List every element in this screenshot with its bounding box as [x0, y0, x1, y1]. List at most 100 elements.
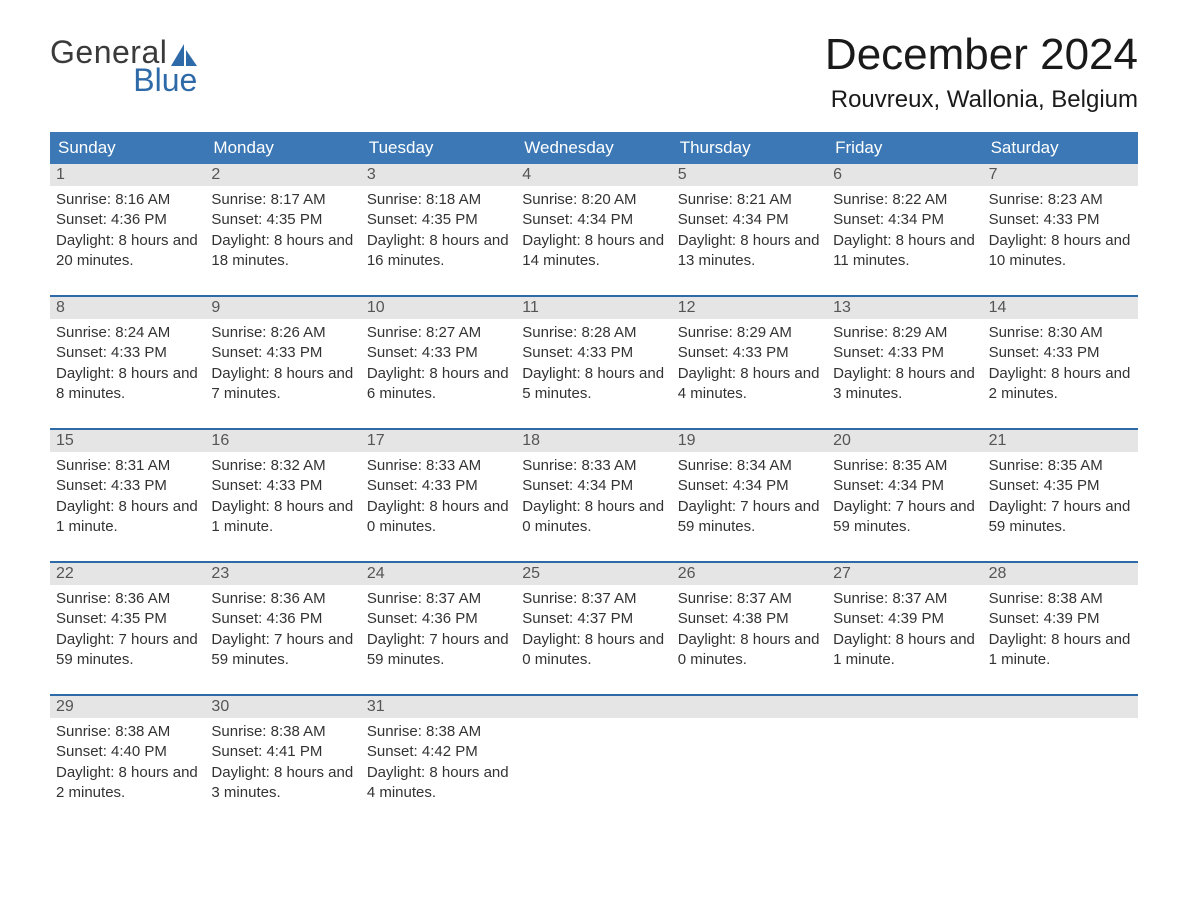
daylight-line: Daylight: 8 hours and 8 minutes.	[56, 364, 199, 405]
sunrise-line: Sunrise: 8:36 AM	[211, 589, 354, 609]
sunset-line: Sunset: 4:34 PM	[522, 476, 665, 496]
daylight-line: Daylight: 8 hours and 7 minutes.	[211, 364, 354, 405]
sunrise-line: Sunrise: 8:27 AM	[367, 323, 510, 343]
sunrise-line: Sunrise: 8:35 AM	[989, 456, 1132, 476]
day-cell-empty	[983, 718, 1138, 813]
sunrise-line: Sunrise: 8:36 AM	[56, 589, 199, 609]
day-number: 1	[50, 164, 205, 186]
daylight-line: Daylight: 8 hours and 18 minutes.	[211, 231, 354, 272]
day-number: 31	[361, 696, 516, 718]
daylight-line: Daylight: 8 hours and 16 minutes.	[367, 231, 510, 272]
weekday-label: Tuesday	[361, 132, 516, 164]
sunrise-line: Sunrise: 8:20 AM	[522, 190, 665, 210]
weekday-label: Sunday	[50, 132, 205, 164]
daylight-line: Daylight: 8 hours and 1 minute.	[989, 630, 1132, 671]
daylight-line: Daylight: 8 hours and 10 minutes.	[989, 231, 1132, 272]
day-cell: Sunrise: 8:17 AMSunset: 4:35 PMDaylight:…	[205, 186, 360, 281]
day-number-row: 22232425262728	[50, 561, 1138, 585]
weekday-header-row: SundayMondayTuesdayWednesdayThursdayFrid…	[50, 132, 1138, 164]
day-cell: Sunrise: 8:23 AMSunset: 4:33 PMDaylight:…	[983, 186, 1138, 281]
day-cell: Sunrise: 8:20 AMSunset: 4:34 PMDaylight:…	[516, 186, 671, 281]
sunset-line: Sunset: 4:36 PM	[367, 609, 510, 629]
daylight-line: Daylight: 8 hours and 4 minutes.	[678, 364, 821, 405]
sunset-line: Sunset: 4:42 PM	[367, 742, 510, 762]
sunrise-line: Sunrise: 8:37 AM	[678, 589, 821, 609]
day-number: 28	[983, 563, 1138, 585]
day-number-row: 293031	[50, 694, 1138, 718]
daylight-line: Daylight: 8 hours and 6 minutes.	[367, 364, 510, 405]
sunrise-line: Sunrise: 8:33 AM	[522, 456, 665, 476]
sunrise-line: Sunrise: 8:33 AM	[367, 456, 510, 476]
daylight-line: Daylight: 8 hours and 1 minute.	[211, 497, 354, 538]
sunrise-line: Sunrise: 8:31 AM	[56, 456, 199, 476]
daylight-line: Daylight: 8 hours and 14 minutes.	[522, 231, 665, 272]
day-number	[827, 696, 982, 718]
weekday-label: Friday	[827, 132, 982, 164]
sunrise-line: Sunrise: 8:18 AM	[367, 190, 510, 210]
daylight-line: Daylight: 8 hours and 20 minutes.	[56, 231, 199, 272]
sunrise-line: Sunrise: 8:30 AM	[989, 323, 1132, 343]
day-cell: Sunrise: 8:28 AMSunset: 4:33 PMDaylight:…	[516, 319, 671, 414]
sunrise-line: Sunrise: 8:38 AM	[989, 589, 1132, 609]
weekday-label: Saturday	[983, 132, 1138, 164]
sunrise-line: Sunrise: 8:26 AM	[211, 323, 354, 343]
daylight-line: Daylight: 8 hours and 5 minutes.	[522, 364, 665, 405]
weekday-label: Thursday	[672, 132, 827, 164]
day-number-row: 15161718192021	[50, 428, 1138, 452]
day-number: 20	[827, 430, 982, 452]
sunrise-line: Sunrise: 8:38 AM	[367, 722, 510, 742]
sunrise-line: Sunrise: 8:32 AM	[211, 456, 354, 476]
sunrise-line: Sunrise: 8:35 AM	[833, 456, 976, 476]
sunrise-line: Sunrise: 8:29 AM	[678, 323, 821, 343]
sunset-line: Sunset: 4:33 PM	[56, 476, 199, 496]
day-cell: Sunrise: 8:21 AMSunset: 4:34 PMDaylight:…	[672, 186, 827, 281]
day-number: 30	[205, 696, 360, 718]
sunset-line: Sunset: 4:33 PM	[367, 343, 510, 363]
day-number: 12	[672, 297, 827, 319]
sunset-line: Sunset: 4:38 PM	[678, 609, 821, 629]
day-cell: Sunrise: 8:37 AMSunset: 4:37 PMDaylight:…	[516, 585, 671, 680]
sunset-line: Sunset: 4:35 PM	[211, 210, 354, 230]
sunrise-line: Sunrise: 8:38 AM	[56, 722, 199, 742]
day-number: 2	[205, 164, 360, 186]
sunrise-line: Sunrise: 8:37 AM	[833, 589, 976, 609]
day-cell: Sunrise: 8:38 AMSunset: 4:40 PMDaylight:…	[50, 718, 205, 813]
week-row: Sunrise: 8:24 AMSunset: 4:33 PMDaylight:…	[50, 319, 1138, 414]
day-number: 26	[672, 563, 827, 585]
weekday-label: Monday	[205, 132, 360, 164]
sunset-line: Sunset: 4:35 PM	[989, 476, 1132, 496]
sunset-line: Sunset: 4:35 PM	[367, 210, 510, 230]
sunset-line: Sunset: 4:39 PM	[833, 609, 976, 629]
day-number: 19	[672, 430, 827, 452]
sunset-line: Sunset: 4:35 PM	[56, 609, 199, 629]
sunset-line: Sunset: 4:33 PM	[211, 476, 354, 496]
sunset-line: Sunset: 4:34 PM	[833, 210, 976, 230]
day-cell: Sunrise: 8:31 AMSunset: 4:33 PMDaylight:…	[50, 452, 205, 547]
day-cell: Sunrise: 8:36 AMSunset: 4:35 PMDaylight:…	[50, 585, 205, 680]
day-number: 11	[516, 297, 671, 319]
sunrise-line: Sunrise: 8:29 AM	[833, 323, 976, 343]
day-number	[672, 696, 827, 718]
day-cell: Sunrise: 8:16 AMSunset: 4:36 PMDaylight:…	[50, 186, 205, 281]
day-number: 25	[516, 563, 671, 585]
day-cell: Sunrise: 8:37 AMSunset: 4:36 PMDaylight:…	[361, 585, 516, 680]
day-cell: Sunrise: 8:33 AMSunset: 4:33 PMDaylight:…	[361, 452, 516, 547]
day-cell: Sunrise: 8:37 AMSunset: 4:38 PMDaylight:…	[672, 585, 827, 680]
sunset-line: Sunset: 4:34 PM	[522, 210, 665, 230]
day-cell: Sunrise: 8:38 AMSunset: 4:41 PMDaylight:…	[205, 718, 360, 813]
daylight-line: Daylight: 8 hours and 3 minutes.	[211, 763, 354, 804]
sunset-line: Sunset: 4:33 PM	[211, 343, 354, 363]
sunrise-line: Sunrise: 8:21 AM	[678, 190, 821, 210]
week-row: Sunrise: 8:31 AMSunset: 4:33 PMDaylight:…	[50, 452, 1138, 547]
logo: General Blue	[50, 36, 197, 96]
day-number: 3	[361, 164, 516, 186]
sunset-line: Sunset: 4:39 PM	[989, 609, 1132, 629]
week-row: Sunrise: 8:38 AMSunset: 4:40 PMDaylight:…	[50, 718, 1138, 813]
day-cell: Sunrise: 8:38 AMSunset: 4:39 PMDaylight:…	[983, 585, 1138, 680]
sunset-line: Sunset: 4:40 PM	[56, 742, 199, 762]
location: Rouvreux, Wallonia, Belgium	[825, 86, 1138, 114]
sunset-line: Sunset: 4:33 PM	[56, 343, 199, 363]
day-number: 15	[50, 430, 205, 452]
weekday-label: Wednesday	[516, 132, 671, 164]
daylight-line: Daylight: 8 hours and 1 minute.	[833, 630, 976, 671]
